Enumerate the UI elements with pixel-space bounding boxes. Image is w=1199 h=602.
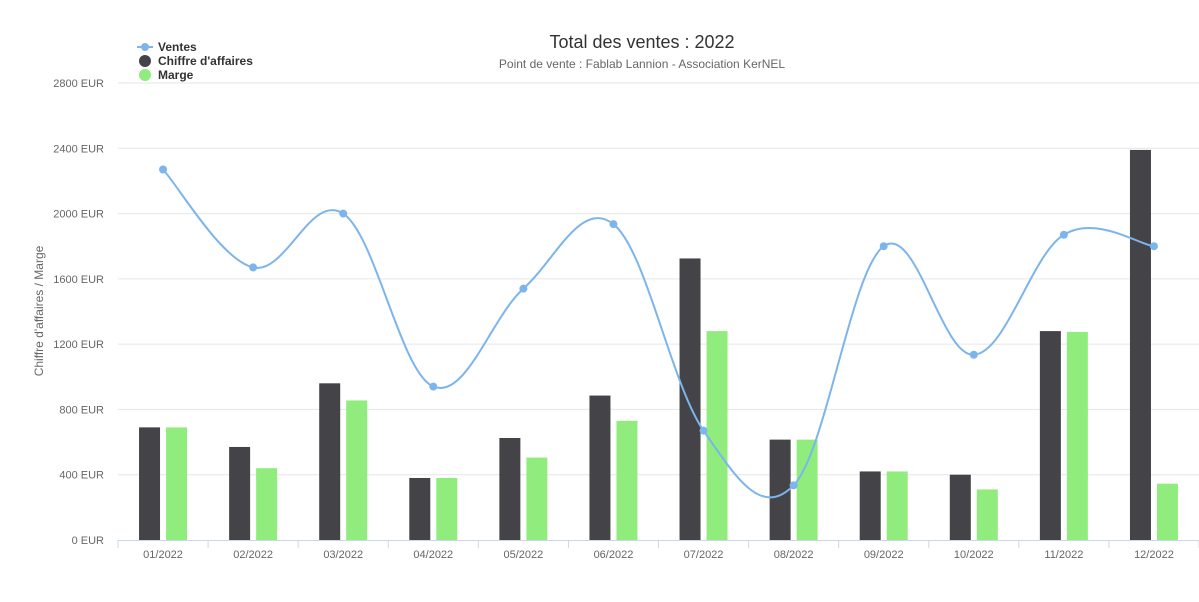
bar-chiffre-affaires (229, 446, 251, 540)
bar-chiffre-affaires (1039, 331, 1061, 540)
bar-marge (526, 457, 548, 540)
x-tick-label: 06/2022 (594, 549, 634, 561)
ventes-point (159, 165, 168, 174)
x-tick-label: 02/2022 (233, 549, 273, 561)
bar-marge (346, 400, 368, 540)
ventes-point (249, 263, 258, 272)
bar-marge (796, 439, 818, 540)
legend-symbol (139, 55, 151, 67)
ventes-point (969, 350, 978, 359)
ventes-point (1149, 242, 1158, 251)
bar-chiffre-affaires (319, 383, 341, 540)
bar-marge (616, 420, 638, 540)
ventes-point (879, 242, 888, 251)
bar-chiffre-affaires (949, 474, 971, 540)
bar-chiffre-affaires (589, 395, 611, 540)
bar-chiffre-affaires (679, 258, 701, 540)
bar-chiffre-affaires (769, 439, 791, 540)
bar-marge (1156, 483, 1178, 540)
ventes-point (609, 220, 618, 229)
chart-subtitle: Point de vente : Fablab Lannion - Associ… (499, 57, 786, 71)
y-tick-label: 400 EUR (59, 470, 104, 482)
bar-marge (706, 331, 728, 540)
x-axis: 01/2022 02/2022 03/2022 04/2022 05/2022 06/20… (117, 540, 1199, 561)
ventes-point (699, 426, 708, 435)
ventes-line (162, 168, 1155, 499)
y-tick-label: 1600 EUR (53, 274, 104, 286)
y-axis-title: Chiffre d'affaires / Marge (32, 245, 46, 376)
y-tick-label: 800 EUR (59, 404, 104, 416)
bar-chiffre-affaires (859, 471, 881, 540)
legend-label: Marge (158, 68, 194, 82)
ventes-point (339, 209, 348, 218)
bar-chiffre-affaires (139, 427, 161, 540)
y-tick-label: 2000 EUR (53, 209, 104, 221)
bar-chiffre-affaires (1129, 149, 1151, 541)
bar-chiffre-affaires (409, 477, 431, 540)
x-tick-label: 07/2022 (684, 549, 724, 561)
x-tick-label: 12/2022 (1134, 549, 1174, 561)
legend-ventes-symbol (141, 43, 149, 51)
x-tick-label: 05/2022 (503, 549, 543, 561)
ventes-point (429, 382, 438, 391)
x-tick-label: 03/2022 (323, 549, 363, 561)
bar-marge (166, 427, 188, 540)
bar-marge (256, 468, 278, 540)
bar-series (139, 149, 1178, 541)
y-tick-label: 1200 EUR (53, 339, 104, 351)
legend-label: Ventes (158, 40, 197, 54)
x-tick-label: 08/2022 (774, 549, 814, 561)
bar-chiffre-affaires (499, 437, 521, 540)
bar-marge (436, 477, 458, 540)
grid-lines (118, 82, 1199, 476)
ventes-point (1059, 230, 1068, 239)
chart-title: Total des ventes : 2022 (549, 32, 734, 52)
legend-symbol (139, 69, 151, 81)
y-tick-label: 2800 EUR (53, 78, 104, 90)
line-series (159, 165, 1158, 499)
bar-marge (886, 471, 908, 540)
x-tick-label: 10/2022 (954, 549, 994, 561)
bar-marge (1066, 331, 1088, 540)
x-tick-label: 04/2022 (413, 549, 453, 561)
y-tick-label: 2400 EUR (53, 143, 104, 155)
x-tick-label: 09/2022 (864, 549, 904, 561)
x-tick-label: 11/2022 (1044, 549, 1083, 561)
ventes-point (789, 481, 798, 490)
y-tick-label: 0 EUR (72, 535, 104, 547)
bar-marge (976, 489, 998, 540)
y-axis-ticks: 0 EUR 400 EUR 800 EUR 1200 EUR 1600 EUR 2000 … (53, 78, 104, 547)
x-tick-label: 01/2022 (143, 549, 183, 561)
ventes-point (519, 284, 528, 293)
legend-label: Chiffre d'affaires (158, 54, 253, 68)
